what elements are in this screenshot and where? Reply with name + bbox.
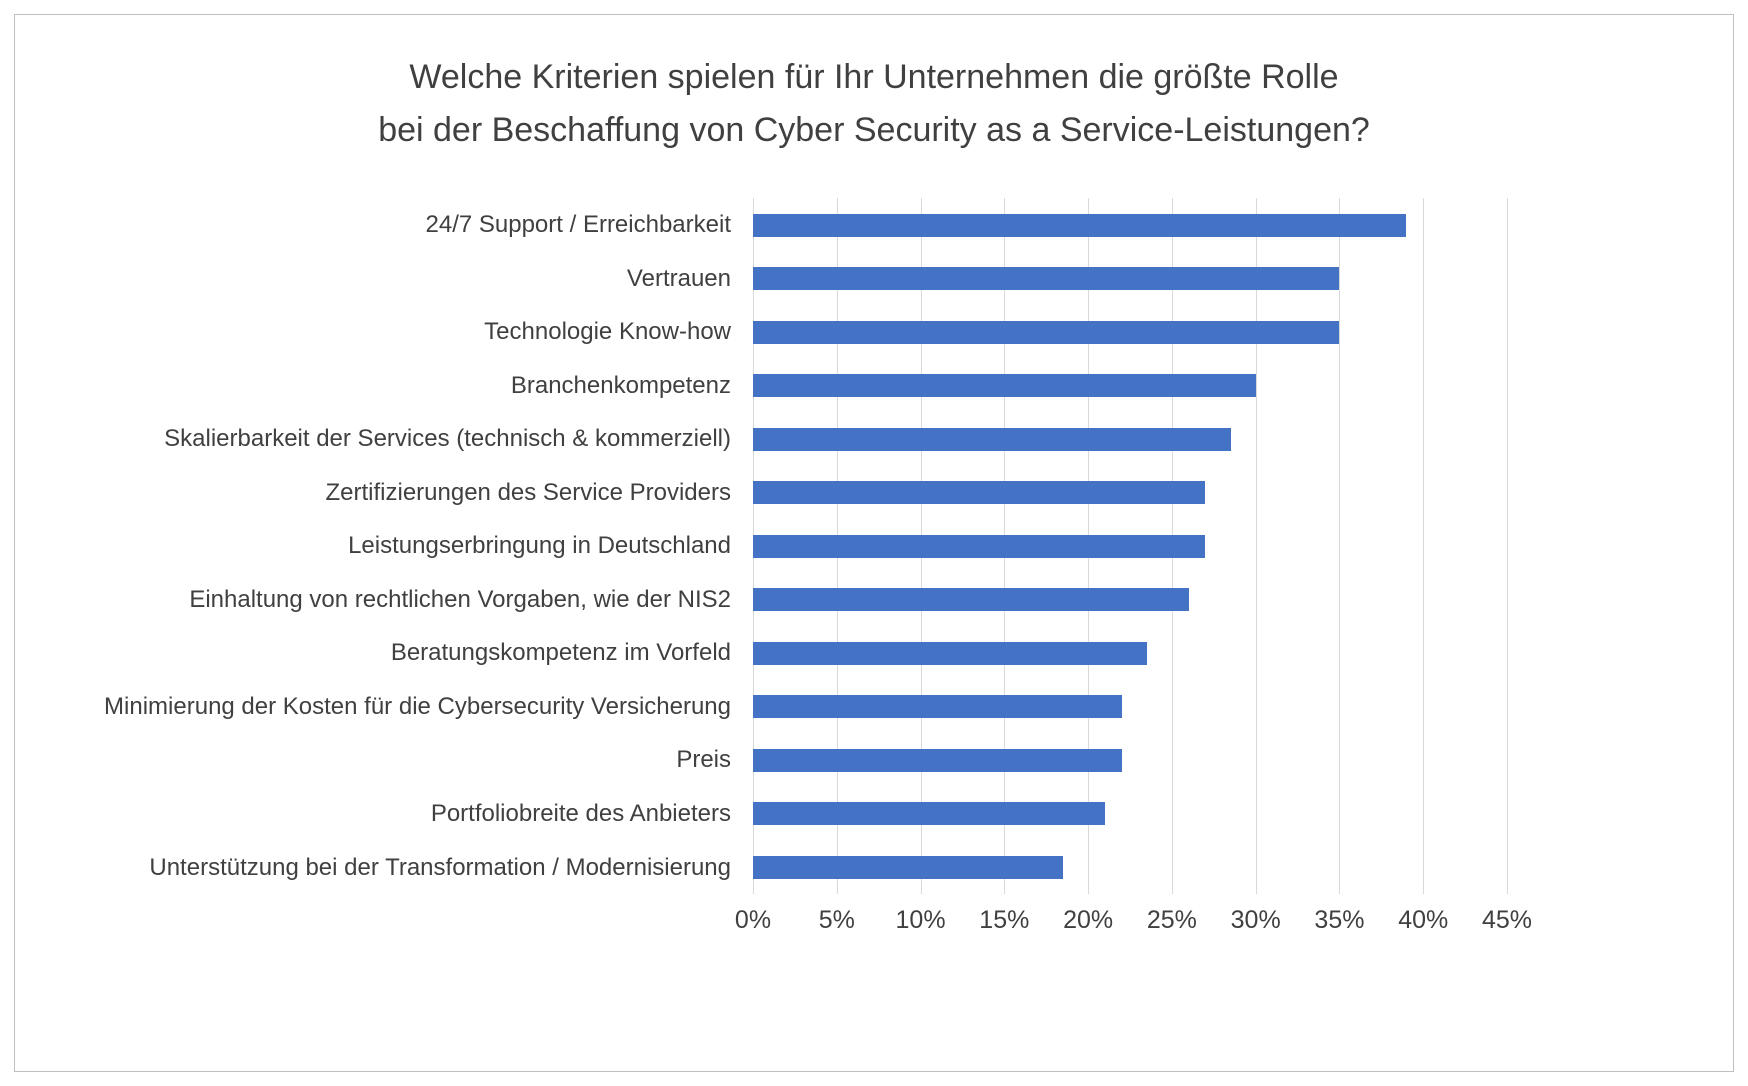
x-axis-tick-label: 30% [1230,906,1281,935]
gridline [1423,198,1425,895]
gridline [1339,198,1341,895]
bar [753,213,1407,237]
category-label: Einhaltung von rechtlichen Vorgaben, wie… [189,585,731,613]
bar [753,427,1231,451]
category-label: Minimierung der Kosten für die Cybersecu… [104,692,731,720]
category-label: 24/7 Support / Erreichbarkeit [425,211,732,239]
bar [753,802,1105,826]
chart-title-line2: bei der Beschaffung von Cyber Security a… [378,110,1370,149]
category-label: Zertifizierungen des Service Providers [325,478,731,506]
x-axis-spacer [15,904,753,944]
bar [753,267,1340,291]
bar-row [753,734,1507,788]
bar-row [753,627,1507,681]
bar [753,695,1122,719]
category-label: Unterstützung bei der Transformation / M… [149,853,731,881]
x-axis-tick-label: 35% [1314,906,1365,935]
bar [753,320,1340,344]
x-axis-tick-label: 5% [818,906,855,935]
bar [753,534,1206,558]
x-axis-tick-label: 0% [734,906,772,935]
x-axis: 0% 5% 10% 15% 20% 25% 30% 35% 40% 45% [735,904,1532,944]
bar [753,374,1256,398]
bar-row [753,466,1507,520]
category-label: Preis [676,746,731,774]
bar [753,856,1063,880]
category-label: Vertrauen [626,264,731,292]
bar-row [753,413,1507,467]
x-axis-row: 0% 5% 10% 15% 20% 25% 30% 35% 40% 45% [15,904,1733,944]
category-label: Technologie Know-how [484,318,731,346]
bar-row [753,680,1507,734]
x-axis-tick-label: 25% [1146,906,1197,935]
category-label: Beratungskompetenz im Vorfeld [390,639,731,667]
x-axis-tick-label: 20% [1063,906,1114,935]
bar-row [753,573,1507,627]
gridline [1507,198,1508,895]
bar [753,748,1122,772]
bar-row [753,198,1507,252]
bar [753,641,1147,665]
x-axis-tick-label: 15% [979,906,1030,935]
category-label: Branchenkompetenz [510,371,731,399]
chart-title-line1: Welche Kriterien spielen für Ihr Unterne… [409,58,1339,96]
bar-row [753,305,1507,359]
labels-column: 24/7 Support / Erreichbarkeit Vertrauen Te… [15,198,753,894]
category-label: Portfoliobreite des Anbieters [430,799,731,827]
bar-row [753,787,1507,841]
category-label: Leistungserbringung in Deutschland [348,532,731,560]
bar [753,588,1189,612]
bar [753,481,1206,505]
x-axis-tick-label: 45% [1481,906,1533,935]
bar-row [753,252,1507,306]
bars-column [753,198,1507,894]
bar-row [753,520,1507,574]
plot-area [753,198,1508,895]
chart-main: 24/7 Support / Erreichbarkeit Vertrauen Te… [15,198,1733,895]
bar-row [753,841,1507,895]
x-axis-tick-label: 10% [895,906,946,935]
bar-row [753,359,1507,413]
x-axis-tick-label: 40% [1398,906,1449,935]
gridline [1255,198,1257,895]
chart-container: Welche Kriterien spielen für Ihr Unterne… [14,14,1734,1072]
chart-title: Welche Kriterien spielen für Ihr Unterne… [15,51,1733,156]
category-label: Skalierbarkeit der Services (technisch &… [164,425,731,453]
